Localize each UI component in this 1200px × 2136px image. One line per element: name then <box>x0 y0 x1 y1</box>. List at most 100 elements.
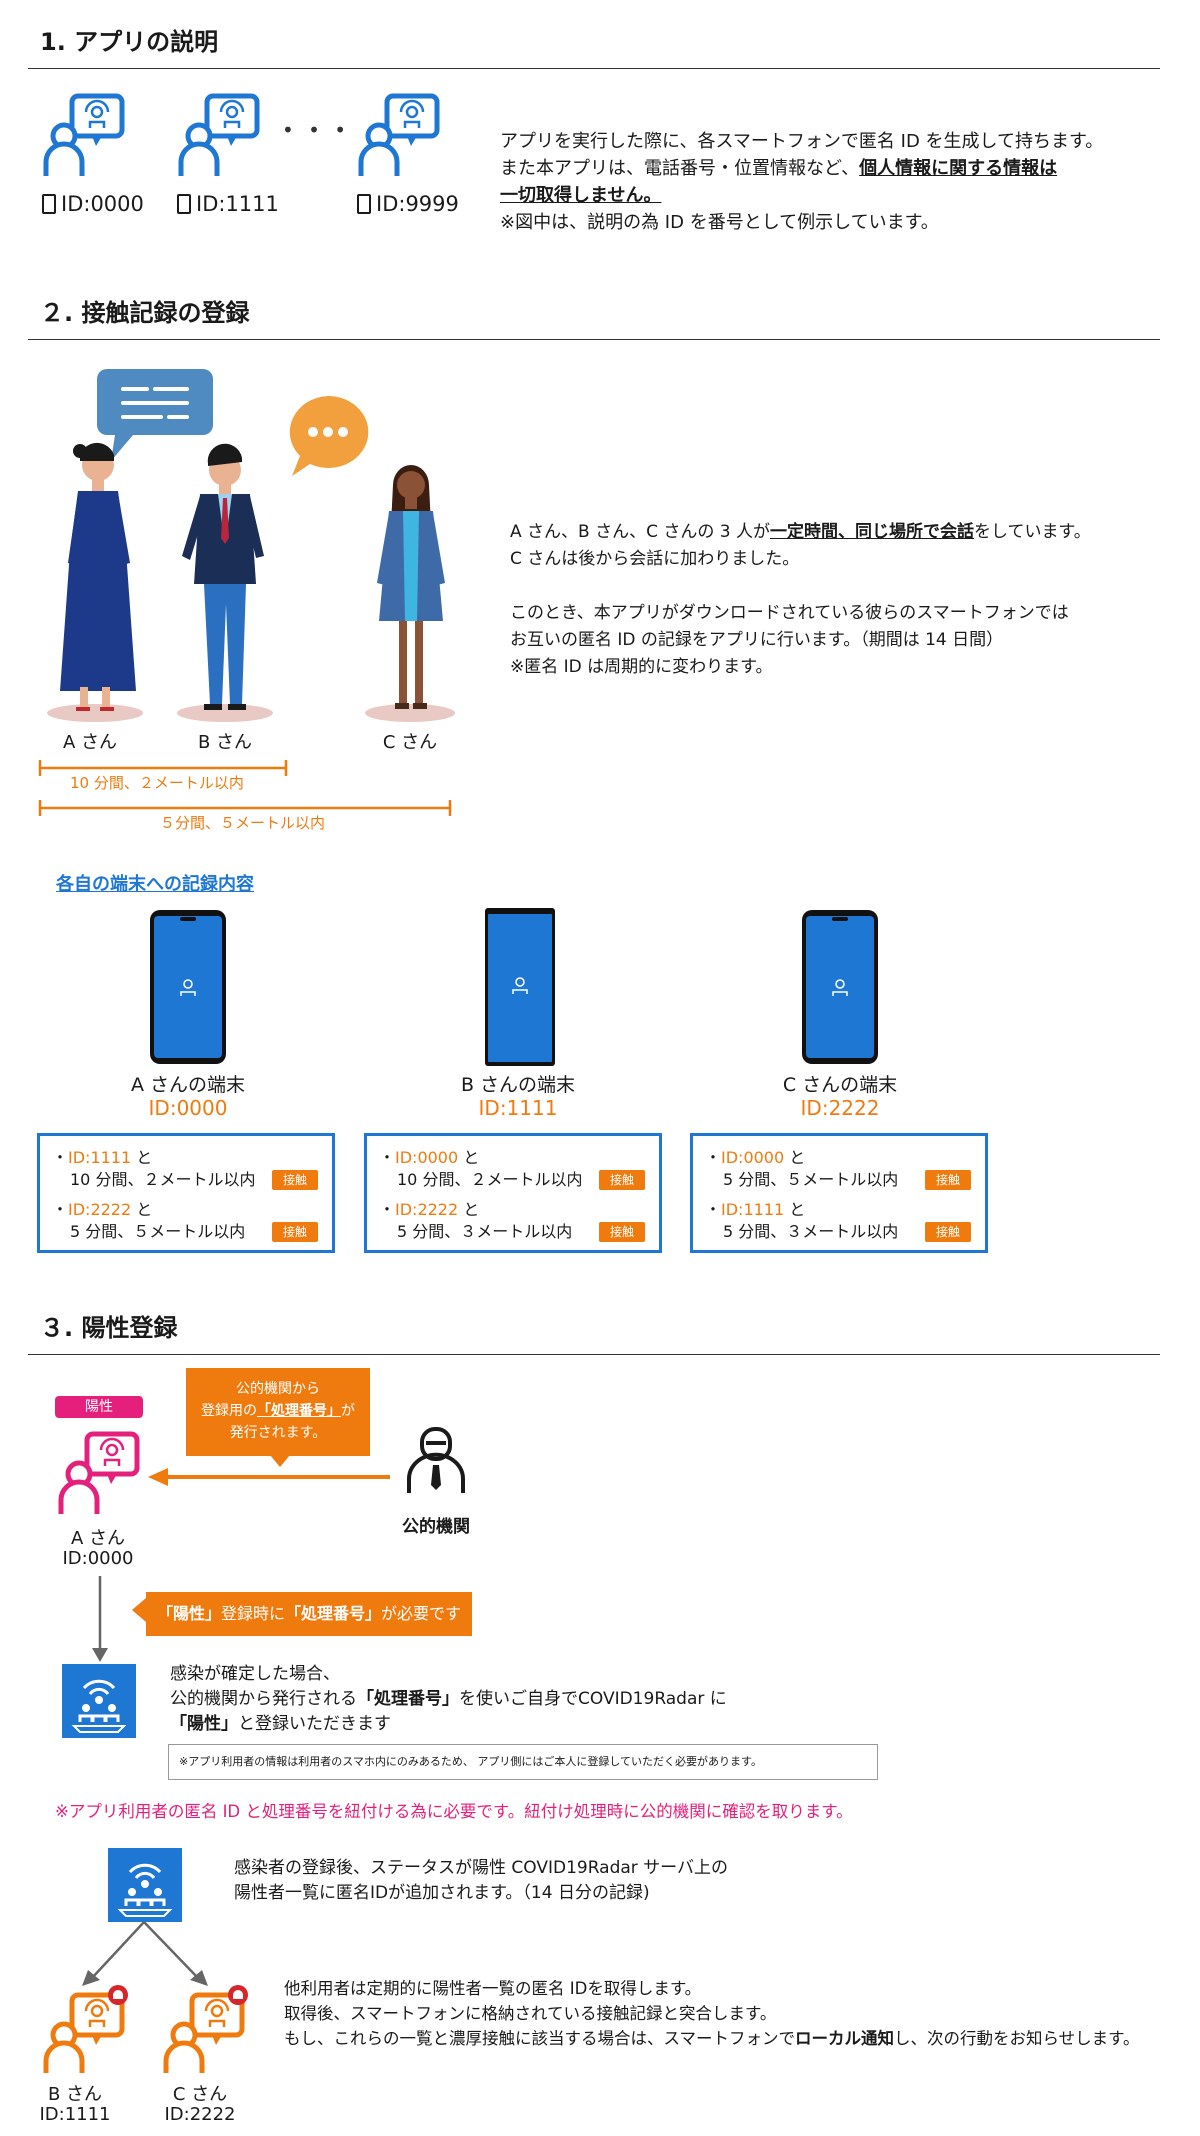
records-heading: 各自の端末への記録内容 <box>56 874 254 895</box>
callout-emphasis: 「処理番号」 <box>257 1403 341 1419</box>
desc-text: し、次の行動をお知らせします。 <box>894 2029 1140 2048</box>
desc-line: 感染者の登録後、ステータスが陽性 COVID19Radar サーバ上の <box>234 1858 729 1878</box>
record-entry: ・ID:2222 と <box>52 1200 153 1219</box>
desc-line: また本アプリは、電話番号・位置情報など、個人情報に関する情報は <box>500 155 1103 182</box>
user-b-alert-icon <box>43 1985 128 2073</box>
device-a-owner: A さんの端末 <box>130 1074 246 1096</box>
official-person-icon <box>407 1427 465 1493</box>
phone-icon <box>177 194 191 214</box>
phone-screen <box>488 914 552 1062</box>
device-b-id: ID:1111 <box>478 1096 558 1120</box>
final-description: 他利用者は定期的に陽性者一覧の匿名 IDを取得します。 取得後、スマートフォンに… <box>284 1976 1140 2051</box>
device-b-owner: B さんの端末 <box>460 1074 576 1096</box>
device-a-id: ID:0000 <box>148 1096 228 1120</box>
person-a-id: ID:0000 <box>62 1548 134 1569</box>
range-label-10min: 10 分間、２メートル以内 <box>70 774 244 792</box>
covid-radar-app-icon <box>62 1664 136 1738</box>
record-detail: 5 分間、５メートル以内 <box>723 1170 899 1189</box>
user-c-alert-icon <box>163 1985 248 2073</box>
record-detail: 10 分間、２メートル以内 <box>397 1170 583 1189</box>
phone-b <box>485 908 555 1066</box>
record-suffix: と <box>458 1148 480 1167</box>
person-b-id: ID:1111 <box>39 2104 111 2125</box>
desc-line: 「陽性」と登録いただきます <box>170 1712 727 1737</box>
record-box-b: ・ID:0000 と 10 分間、２メートル以内 接触 ・ID:2222 と 5… <box>364 1133 662 1253</box>
desc-emphasis: 「陽性」 <box>170 1714 238 1734</box>
contact-tag: 接触 <box>599 1222 645 1242</box>
record-id: ID:1111 <box>68 1148 132 1167</box>
server-description: 感染者の登録後、ステータスが陽性 COVID19Radar サーバ上の 陽性者一… <box>234 1856 728 1906</box>
record-box-c: ・ID:0000 と 5 分間、５メートル以内 接触 ・ID:1111 と 5 … <box>690 1133 988 1253</box>
device-c-id: ID:2222 <box>800 1096 880 1120</box>
record-id: ID:2222 <box>68 1200 132 1219</box>
desc-emphasis: 一定時間、同じ場所で会話 <box>770 522 974 542</box>
person-c-name: C さん <box>172 2084 228 2105</box>
device-id-1111: ID:1111 <box>177 192 279 216</box>
record-entry: ・ID:2222 と <box>379 1200 480 1219</box>
record-detail: 5 分間、３メートル以内 <box>723 1222 899 1241</box>
desc-line: 取得後、スマートフォンに格納されている接触記録と突合します。 <box>284 2004 777 2023</box>
desc-line: 陽性者一覧に匿名IDが追加されます。（14 日分の記録) <box>234 1883 650 1903</box>
person-b-label: B さん <box>197 732 253 753</box>
desc-text: もし、これらの一覧と濃厚接触に該当する場合は、スマートフォンで <box>284 2029 796 2048</box>
down-arrow-icon <box>92 1576 108 1662</box>
section1-title: 1. アプリの説明 <box>40 28 219 56</box>
id-label: ID:1111 <box>196 192 279 216</box>
section2-description: A さん、B さん、C さんの 3 人が一定時間、同じ場所で会話をしています。 … <box>510 519 1091 681</box>
record-suffix: と <box>784 1148 806 1167</box>
desc-text: と登録いただきます <box>238 1714 391 1734</box>
note-text: 登録時に <box>220 1604 285 1623</box>
id-label: ID:0000 <box>61 192 144 216</box>
desc-line: A さん、B さん、C さんの 3 人が一定時間、同じ場所で会話をしています。 <box>510 519 1091 546</box>
device-id-9999: ID:9999 <box>357 192 459 216</box>
desc-line: アプリを実行した際に、各スマートフォンで匿名 ID を生成して持ちます。 <box>500 131 1104 152</box>
phone-icon <box>42 194 56 214</box>
contact-tag: 接触 <box>925 1170 971 1190</box>
record-id: ID:0000 <box>395 1148 459 1167</box>
record-suffix: と <box>131 1200 153 1219</box>
record-suffix: と <box>458 1200 480 1219</box>
desc-line: ※匿名 ID は周期的に変わります。 <box>510 657 773 677</box>
record-entry: ・ID:0000 と <box>379 1148 480 1167</box>
user-app-icon <box>43 93 125 176</box>
callout-line: 登録用の「処理番号」が <box>186 1400 370 1422</box>
left-arrow-icon <box>148 1468 390 1486</box>
section2-divider <box>28 339 1160 340</box>
phone-c <box>802 910 878 1064</box>
app-logo-icon <box>180 979 196 996</box>
desc-emphasis: 個人情報に関する情報は <box>859 158 1058 179</box>
callout-pointer <box>270 1455 290 1467</box>
range-label-5min: ５分間、５メートル以内 <box>160 814 326 832</box>
person-c-figure <box>365 465 455 722</box>
section1-description: アプリを実行した際に、各スマートフォンで匿名 ID を生成して持ちます。 また本… <box>500 128 1103 236</box>
device-id-0000: ID:0000 <box>42 192 144 216</box>
contact-tag: 接触 <box>272 1222 318 1242</box>
phone-notch <box>832 917 848 921</box>
phone-notch <box>180 917 196 921</box>
desc-line: ※図中は、説明の為 ID を番号として例示しています。 <box>500 212 939 233</box>
record-detail: 5 分間、５メートル以内 <box>70 1222 246 1241</box>
record-box-a: ・ID:1111 と 10 分間、２メートル以内 接触 ・ID:2222 と 5… <box>37 1133 335 1253</box>
speech-bubble-icon <box>97 369 213 461</box>
desc-emphasis: ローカル通知 <box>795 2029 895 2048</box>
spacer <box>510 573 1091 600</box>
desc-emphasis: 「処理番号」 <box>357 1689 459 1709</box>
person-b-figure <box>177 443 273 722</box>
record-entry: ・ID:1111 と <box>705 1200 806 1219</box>
callout-text: が <box>341 1403 355 1419</box>
desc-text: をしています。 <box>974 522 1091 542</box>
record-entry: ・ID:0000 と <box>705 1148 806 1167</box>
desc-line: お互いの匿名 ID の記録をアプリに行います。（期間は 14 日間） <box>510 630 1004 650</box>
phone-a <box>150 910 226 1064</box>
desc-line: 公的機関から発行される「処理番号」を使いご自身でCOVID19Radar に <box>170 1687 727 1712</box>
record-suffix: と <box>784 1200 806 1219</box>
desc-text: を使いご自身でCOVID19Radar に <box>459 1689 727 1709</box>
desc-line: 感染が確定した場合、 <box>170 1664 340 1684</box>
record-id: ID:0000 <box>721 1148 785 1167</box>
record-entry: ・ID:1111 と <box>52 1148 153 1167</box>
callout-text: 登録用の <box>201 1403 257 1419</box>
person-a-label: A さん <box>62 732 118 753</box>
distance-brackets <box>38 760 452 816</box>
section2-title: ２. 接触記録の登録 <box>40 299 250 327</box>
person-c-id: ID:2222 <box>164 2104 236 2125</box>
